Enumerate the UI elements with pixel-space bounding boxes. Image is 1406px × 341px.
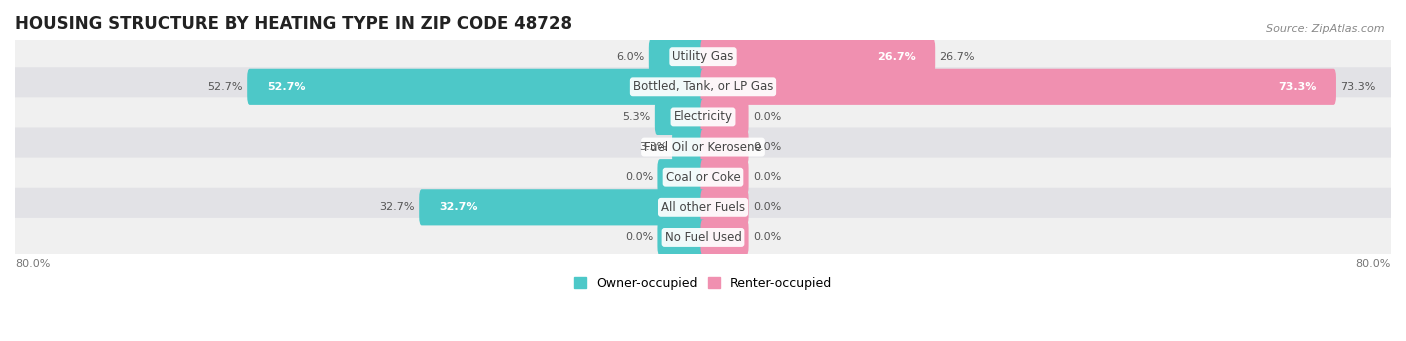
FancyBboxPatch shape — [0, 188, 1406, 227]
Text: 52.7%: 52.7% — [208, 82, 243, 92]
Text: Utility Gas: Utility Gas — [672, 50, 734, 63]
FancyBboxPatch shape — [700, 99, 748, 135]
FancyBboxPatch shape — [700, 189, 748, 225]
Text: 6.0%: 6.0% — [616, 52, 644, 62]
FancyBboxPatch shape — [655, 99, 706, 135]
Text: All other Fuels: All other Fuels — [661, 201, 745, 214]
Text: 0.0%: 0.0% — [752, 112, 782, 122]
FancyBboxPatch shape — [0, 218, 1406, 257]
Text: Electricity: Electricity — [673, 110, 733, 123]
Text: 0.0%: 0.0% — [752, 202, 782, 212]
Text: 0.0%: 0.0% — [752, 142, 782, 152]
Text: No Fuel Used: No Fuel Used — [665, 231, 741, 244]
Text: Coal or Coke: Coal or Coke — [665, 171, 741, 184]
Text: 52.7%: 52.7% — [267, 82, 305, 92]
Text: 80.0%: 80.0% — [1355, 258, 1391, 269]
Text: 3.3%: 3.3% — [640, 142, 668, 152]
Text: Bottled, Tank, or LP Gas: Bottled, Tank, or LP Gas — [633, 80, 773, 93]
FancyBboxPatch shape — [0, 37, 1406, 76]
FancyBboxPatch shape — [0, 98, 1406, 136]
FancyBboxPatch shape — [0, 158, 1406, 197]
FancyBboxPatch shape — [0, 128, 1406, 167]
Text: Source: ZipAtlas.com: Source: ZipAtlas.com — [1267, 24, 1385, 34]
FancyBboxPatch shape — [700, 39, 935, 75]
Legend: Owner-occupied, Renter-occupied: Owner-occupied, Renter-occupied — [568, 272, 838, 295]
FancyBboxPatch shape — [247, 69, 706, 105]
Text: 0.0%: 0.0% — [624, 233, 654, 242]
FancyBboxPatch shape — [700, 159, 748, 195]
Text: 0.0%: 0.0% — [624, 172, 654, 182]
FancyBboxPatch shape — [419, 189, 706, 225]
FancyBboxPatch shape — [0, 67, 1406, 106]
Text: 32.7%: 32.7% — [439, 202, 478, 212]
Text: 26.7%: 26.7% — [939, 52, 974, 62]
Text: 5.3%: 5.3% — [623, 112, 651, 122]
Text: HOUSING STRUCTURE BY HEATING TYPE IN ZIP CODE 48728: HOUSING STRUCTURE BY HEATING TYPE IN ZIP… — [15, 15, 572, 33]
FancyBboxPatch shape — [700, 69, 1336, 105]
Text: 0.0%: 0.0% — [752, 233, 782, 242]
Text: 73.3%: 73.3% — [1278, 82, 1316, 92]
FancyBboxPatch shape — [658, 159, 706, 195]
FancyBboxPatch shape — [700, 129, 748, 165]
FancyBboxPatch shape — [658, 219, 706, 255]
FancyBboxPatch shape — [700, 219, 748, 255]
FancyBboxPatch shape — [648, 39, 706, 75]
FancyBboxPatch shape — [672, 129, 706, 165]
Text: 80.0%: 80.0% — [15, 258, 51, 269]
Text: 73.3%: 73.3% — [1340, 82, 1375, 92]
Text: 26.7%: 26.7% — [877, 52, 915, 62]
Text: Fuel Oil or Kerosene: Fuel Oil or Kerosene — [644, 140, 762, 153]
Text: 32.7%: 32.7% — [380, 202, 415, 212]
Text: 0.0%: 0.0% — [752, 172, 782, 182]
